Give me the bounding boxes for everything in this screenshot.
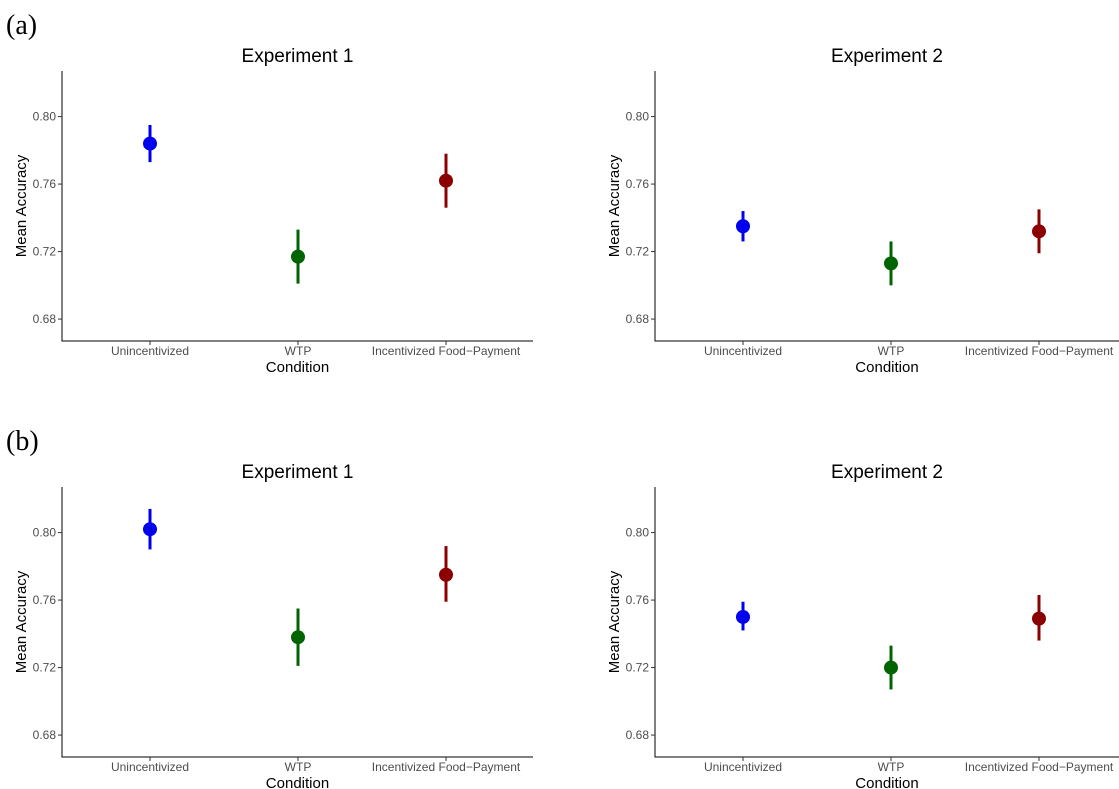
- y-tick-label: 0.72: [626, 661, 650, 675]
- panel-label-a: (a): [6, 10, 37, 41]
- y-tick-label: 0.76: [626, 593, 650, 607]
- y-tick-label: 0.72: [33, 245, 57, 259]
- x-tick-label: Unincentivized: [704, 344, 782, 358]
- y-tick-label: 0.68: [33, 728, 57, 742]
- chart-4: Experiment 2 0.68 0.72 0.76 0.80 Unincentiviz…: [606, 462, 1119, 789]
- axis-lines: [61, 487, 533, 758]
- data-point: [143, 136, 157, 151]
- chart-3: Experiment 1 0.68 0.72 0.76 0.80 Unincentiviz…: [13, 462, 533, 789]
- data-point: [1032, 224, 1046, 239]
- x-tick-label: Incentivized Food−Payment: [965, 760, 1114, 774]
- data-point: [736, 219, 750, 234]
- y-tick-label: 0.68: [626, 312, 650, 326]
- y-tick-label: 0.80: [33, 110, 57, 124]
- y-tick-label: 0.80: [33, 526, 57, 540]
- charts-container: Experiment 1 0.68 0.72 0.76 0.80 Unincentiviz…: [13, 46, 1119, 789]
- x-axis-title: Condition: [266, 775, 329, 789]
- x-tick-label: Unincentivized: [111, 760, 189, 774]
- chart-title: Experiment 2: [831, 462, 943, 483]
- y-axis-title: Mean Accuracy: [13, 570, 30, 673]
- y-tick-label: 0.68: [33, 312, 57, 326]
- data-point: [1032, 611, 1046, 626]
- x-axis-title: Condition: [266, 359, 329, 376]
- chart-1: Experiment 1 0.68 0.72 0.76 0.80 Unincentiviz…: [13, 46, 533, 376]
- data-point: [736, 609, 750, 624]
- x-tick-label: WTP: [878, 344, 905, 358]
- data-point: [439, 173, 453, 188]
- axis-lines: [61, 71, 533, 342]
- y-axis-title: Mean Accuracy: [606, 570, 623, 673]
- panel-label-b: (b): [6, 426, 39, 457]
- axis-lines: [654, 71, 1119, 342]
- y-tick-label: 0.72: [626, 245, 650, 259]
- data-point: [291, 630, 305, 645]
- x-tick-label: WTP: [285, 344, 312, 358]
- y-tick-label: 0.76: [626, 177, 650, 191]
- y-axis-title: Mean Accuracy: [13, 154, 30, 257]
- x-tick-label: Incentivized Food−Payment: [372, 760, 521, 774]
- y-tick-label: 0.76: [33, 593, 57, 607]
- x-tick-label: Unincentivized: [704, 760, 782, 774]
- y-tick-label: 0.80: [626, 526, 650, 540]
- data-point: [884, 256, 898, 271]
- chart-title: Experiment 2: [831, 46, 943, 67]
- data-point: [439, 567, 453, 582]
- chart-2: Experiment 2 0.68 0.72 0.76 0.80 Unincentiviz…: [606, 46, 1119, 376]
- x-tick-label: Unincentivized: [111, 344, 189, 358]
- y-tick-label: 0.72: [33, 661, 57, 675]
- x-tick-label: WTP: [878, 760, 905, 774]
- y-tick-label: 0.80: [626, 110, 650, 124]
- x-tick-label: WTP: [285, 760, 312, 774]
- x-axis-title: Condition: [855, 775, 918, 789]
- x-tick-label: Incentivized Food−Payment: [965, 344, 1114, 358]
- data-point: [291, 249, 305, 264]
- x-axis-title: Condition: [855, 359, 918, 376]
- chart-title: Experiment 1: [242, 46, 354, 67]
- y-tick-label: 0.76: [33, 177, 57, 191]
- data-point: [143, 522, 157, 537]
- data-point: [884, 660, 898, 675]
- y-tick-label: 0.68: [626, 728, 650, 742]
- y-axis-title: Mean Accuracy: [606, 154, 623, 257]
- axis-lines: [654, 487, 1119, 758]
- chart-title: Experiment 1: [242, 462, 354, 483]
- x-tick-label: Incentivized Food−Payment: [372, 344, 521, 358]
